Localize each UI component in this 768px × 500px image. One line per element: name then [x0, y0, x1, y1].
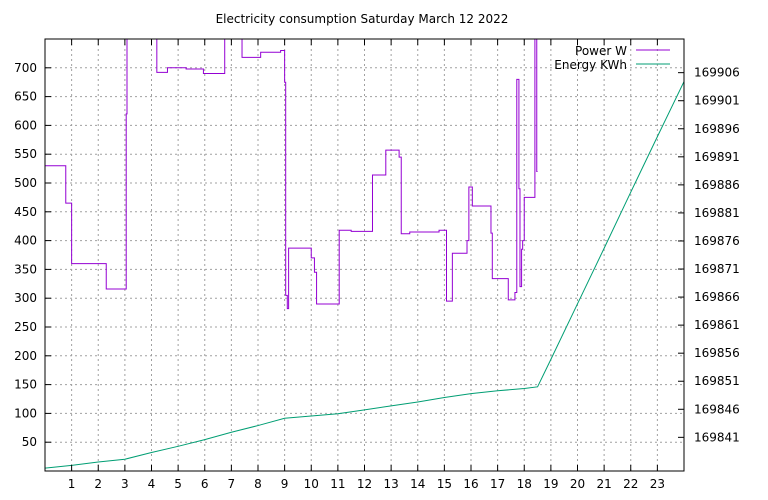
- x-tick-label: 1: [68, 477, 76, 491]
- x-tick-label: 22: [623, 477, 638, 491]
- x-tick-label: 11: [330, 477, 345, 491]
- y-tick-label: 450: [14, 205, 37, 219]
- y-tick-label: 200: [14, 349, 37, 363]
- y-tick-label: 400: [14, 234, 37, 248]
- x-tick-label: 8: [254, 477, 262, 491]
- grid-lines: [45, 39, 684, 471]
- x-tick-label: 6: [201, 477, 209, 491]
- x-tick-label: 7: [228, 477, 236, 491]
- y2-tick-label: 169861: [694, 318, 740, 332]
- y-tick-label: 100: [14, 406, 37, 420]
- y2-tick-label: 169881: [694, 206, 740, 220]
- y-tick-label: 650: [14, 90, 37, 104]
- x-tick-label: 17: [490, 477, 505, 491]
- x-tick-label: 18: [517, 477, 532, 491]
- y2-tick-label: 169891: [694, 150, 740, 164]
- y-tick-label: 50: [22, 435, 37, 449]
- x-tick-label: 14: [410, 477, 425, 491]
- chart-title: Electricity consumption Saturday March 1…: [216, 12, 509, 26]
- legend-label-power: Power W: [575, 44, 627, 58]
- y-tick-label: 150: [14, 378, 37, 392]
- y2-tick-label: 169896: [694, 122, 740, 136]
- y-tick-label: 300: [14, 291, 37, 305]
- x-tick-label: 23: [650, 477, 665, 491]
- y-tick-label: 500: [14, 176, 37, 190]
- x-tick-label: 4: [148, 477, 156, 491]
- x-tick-label: 12: [357, 477, 372, 491]
- plot-series: [45, 39, 684, 469]
- y2-tick-label: 169851: [694, 374, 740, 388]
- x-tick-label: 5: [174, 477, 182, 491]
- x-tick-label: 10: [304, 477, 319, 491]
- x-tick-label: 15: [437, 477, 452, 491]
- y2-tick-label: 169886: [694, 178, 740, 192]
- y2-tick-label: 169901: [694, 94, 740, 108]
- y2-tick-label: 169856: [694, 346, 740, 360]
- x-tick-label: 2: [94, 477, 102, 491]
- x-tick-label: 16: [463, 477, 478, 491]
- y2-tick-label: 169871: [694, 262, 740, 276]
- x-tick-label: 3: [121, 477, 129, 491]
- y2-tick-label: 169866: [694, 290, 740, 304]
- y2-tick-label: 169841: [694, 430, 740, 444]
- legend-label-energy: Energy KWh: [554, 58, 627, 72]
- y-tick-label: 350: [14, 262, 37, 276]
- y-tick-label: 600: [14, 118, 37, 132]
- x-tick-label: 9: [281, 477, 289, 491]
- x-tick-label: 21: [596, 477, 611, 491]
- y2-tick-label: 169876: [694, 234, 740, 248]
- x-tick-label: 19: [543, 477, 558, 491]
- y2-tick-label: 169906: [694, 66, 740, 80]
- series-line-energy: [45, 81, 684, 469]
- x-tick-label: 20: [570, 477, 585, 491]
- x-tick-label: 13: [383, 477, 398, 491]
- y-tick-label: 550: [14, 147, 37, 161]
- series-line-power: [45, 39, 538, 310]
- legend: Power W Energy KWh: [554, 44, 670, 72]
- y-tick-label: 700: [14, 61, 37, 75]
- axis-ticks: 1 2 3 4 5 6 7 8 9 10 11 12 13 14 15 16 17 18 19 20 21 22 23501…: [14, 39, 740, 491]
- y2-tick-label: 169846: [694, 402, 740, 416]
- y-tick-label: 250: [14, 320, 37, 334]
